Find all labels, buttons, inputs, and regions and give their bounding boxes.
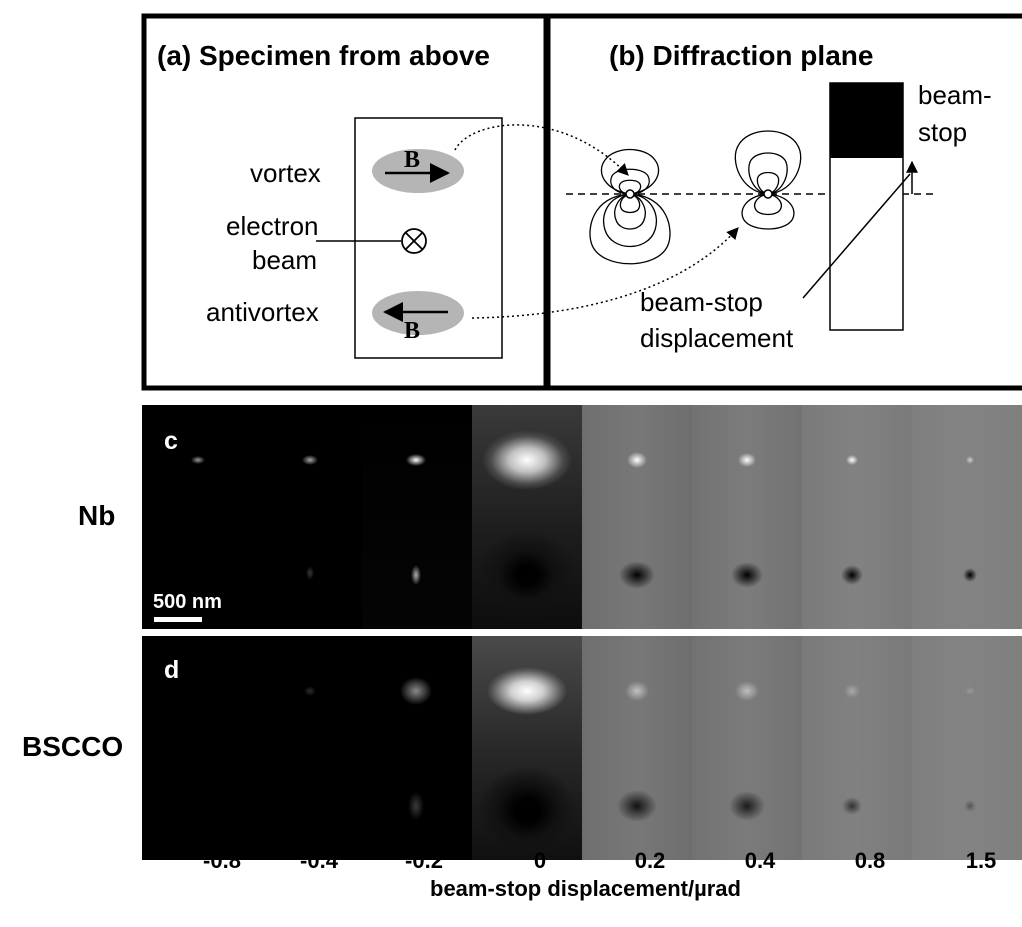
panel-b-frame [545, 13, 1022, 391]
electron-beam-label-line1: electron [226, 211, 319, 241]
tile-nb-0 [472, 405, 582, 629]
tile-nb-0p2 [582, 405, 692, 629]
tile-nb-0p8 [802, 405, 912, 629]
tile-nb-0p4 [692, 405, 802, 629]
antivortex-label: antivortex [206, 297, 319, 327]
tile-bscco-0 [472, 636, 582, 860]
tile-bscco-m0p8 [142, 636, 252, 860]
tile-bscco-0p8 [802, 636, 912, 860]
vortex-label: vortex [250, 158, 321, 188]
tile-nb-m0p2 [362, 405, 472, 629]
image-strip-bscco [142, 636, 1022, 860]
tick-label: -0.8 [203, 848, 241, 873]
tile-nb-m0p4 [252, 405, 362, 629]
tick-label: 0 [533, 848, 547, 873]
schematic-diagram [141, 13, 1022, 391]
panel-a-title: (a) Specimen from above [157, 40, 490, 71]
tile-nb-1p5 [912, 405, 1022, 629]
tick-label: 0.8 [854, 848, 886, 873]
tile-bscco-m0p2 [362, 636, 472, 860]
tick-label: 1.5 [965, 848, 997, 873]
scale-bar [154, 617, 202, 622]
tile-bscco-0p4 [692, 636, 802, 860]
electron-beam-label-line2: beam [252, 245, 318, 275]
panel-letter-d: d [164, 656, 180, 684]
diffraction-center-2 [763, 189, 773, 199]
row-label-nb: Nb [78, 500, 116, 531]
row-label-bscco: BSCCO [22, 731, 124, 762]
antivortex-field-symbol: B [404, 318, 421, 344]
tick-label: 0.2 [634, 848, 666, 873]
diffraction-pattern-antivortex [734, 130, 802, 230]
tile-bscco-1p5 [912, 636, 1022, 860]
scale-bar-label: 500 nm [153, 591, 222, 613]
tick-label: -0.2 [405, 848, 443, 873]
panel-letter-c: c [164, 427, 178, 455]
beam-stop-label-line2: stop [918, 117, 968, 147]
tick-label: -0.4 [300, 848, 338, 873]
vortex-to-diffraction-arrow [454, 124, 629, 176]
image-strip-nb [142, 405, 1022, 629]
panel-b-title: (b) Diffraction plane [609, 40, 874, 71]
beam-stop-block [830, 83, 903, 158]
vortex-field-symbol: B [404, 147, 421, 173]
diffraction-center-1 [625, 189, 635, 199]
tile-bscco-m0p4 [252, 636, 362, 860]
beam-stop-label-line1: beam- [918, 80, 992, 110]
displacement-label-line1: beam-stop [640, 287, 763, 317]
x-axis-label: beam-stop displacement/µrad [430, 876, 741, 901]
specimen-rectangle [354, 117, 503, 359]
tile-nb-m0p8 [142, 405, 252, 629]
diffraction-pattern-vortex [589, 148, 671, 265]
displacement-leader-line [802, 173, 911, 299]
electron-beam-cross-2 [405, 232, 423, 250]
tick-label: 0.4 [744, 848, 776, 873]
tile-bscco-0p2 [582, 636, 692, 860]
antivortex-to-diffraction-arrow [471, 227, 739, 319]
displacement-label-line2: displacement [640, 323, 794, 353]
